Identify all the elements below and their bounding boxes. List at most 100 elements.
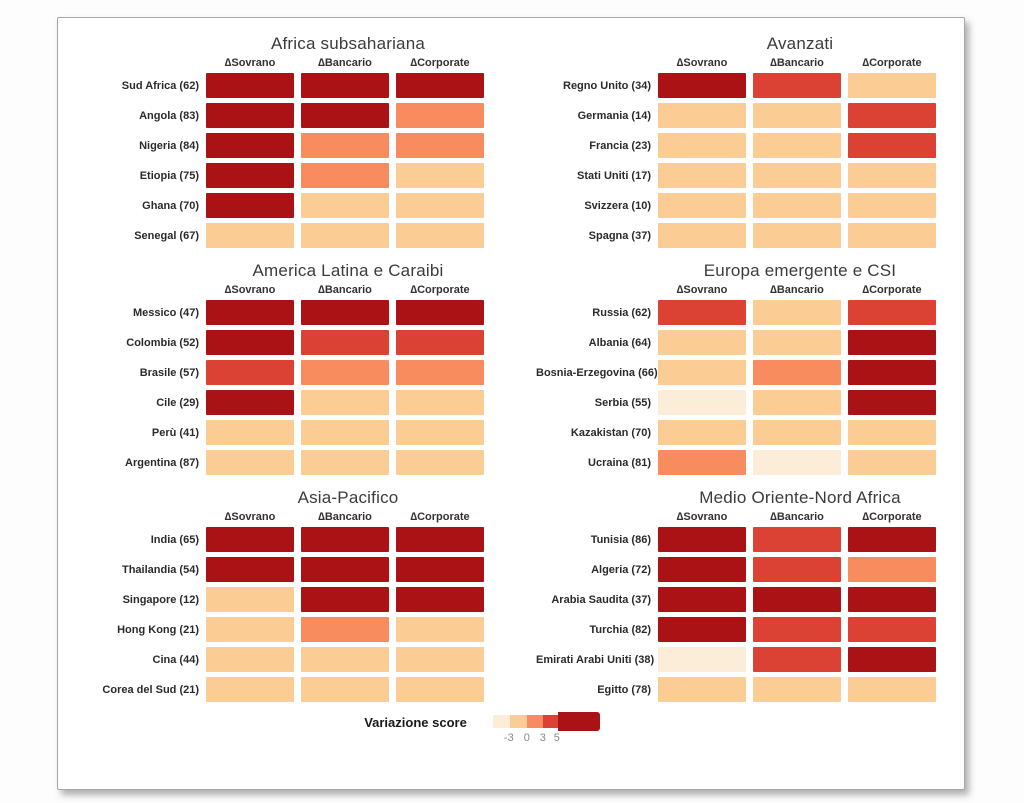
heatmap-cell (658, 300, 746, 325)
heatmap-cell (848, 330, 936, 355)
table-row: Russia (62) (536, 300, 942, 325)
heatmap-cell (301, 193, 389, 218)
heatmap-cell (206, 677, 294, 702)
column-headers: ∆Sovrano ∆Bancario ∆Corporate (206, 57, 490, 73)
legend: Variazione score -3 0 3 5 (84, 711, 940, 747)
column-header: ∆Bancario (770, 57, 824, 69)
heatmap-cell (658, 163, 746, 188)
heatmap-cell (753, 360, 841, 385)
heatmap-cell (396, 133, 484, 158)
heatmap-cell (848, 193, 936, 218)
heatmap-cell (658, 677, 746, 702)
row-label: Emirati Arabi Uniti (38) (536, 653, 655, 666)
row-label: Albania (64) (588, 336, 651, 349)
heatmap-cell (658, 647, 746, 672)
heatmap-cell (848, 133, 936, 158)
column-header: ∆Bancario (318, 57, 372, 69)
table-row: Emirati Arabi Uniti (38) (536, 647, 942, 672)
heatmap-cell (658, 193, 746, 218)
row-label: Thailandia (54) (121, 563, 199, 576)
heatmap-panel: America Latina e Caraibi ∆Sovrano ∆Bancar… (84, 261, 490, 475)
column-header: ∆Corporate (862, 284, 922, 296)
legend-color-bar (492, 711, 600, 732)
heatmap-cell (658, 420, 746, 445)
row-label: Cina (44) (152, 653, 199, 666)
heatmap-cell (301, 390, 389, 415)
heatmap-cell (753, 617, 841, 642)
heatmap-cell (301, 557, 389, 582)
heatmap-cell (206, 587, 294, 612)
row-label: Colombia (52) (126, 336, 199, 349)
heatmap-cell (206, 73, 294, 98)
heatmap-cell (848, 223, 936, 248)
heatmap-cell (206, 330, 294, 355)
table-row: Francia (23) (536, 133, 942, 158)
column-header: ∆Bancario (318, 511, 372, 523)
column-headers: ∆Sovrano ∆Bancario ∆Corporate (206, 511, 490, 527)
figure-sheet: Africa subsahariana ∆Sovrano ∆Bancario ∆Co… (57, 17, 965, 790)
panel-title: Asia-Pacifico (297, 488, 399, 507)
heatmap-cell (753, 420, 841, 445)
legend-segment (526, 715, 543, 728)
heatmap-cell (753, 450, 841, 475)
row-label: Ghana (70) (142, 199, 199, 212)
heatmap-cell (206, 103, 294, 128)
row-label: Svizzera (10) (584, 199, 651, 212)
heatmap-cell (753, 163, 841, 188)
heatmap-cell (396, 330, 484, 355)
heatmap-cell (396, 103, 484, 128)
table-row: Arabia Saudita (37) (536, 587, 942, 612)
panels-grid: Africa subsahariana ∆Sovrano ∆Bancario ∆Co… (84, 34, 940, 702)
row-label: Hong Kong (21) (117, 623, 199, 636)
table-row: Angola (83) (84, 103, 490, 128)
column-header: ∆Sovrano (676, 511, 728, 523)
panel-title: Medio Oriente-Nord Africa (699, 488, 901, 507)
row-label: Sud Africa (62) (121, 79, 199, 92)
heatmap-cell (658, 73, 746, 98)
panel-title: Avanzati (766, 34, 834, 53)
heatmap-cell (753, 193, 841, 218)
heatmap-cell (301, 617, 389, 642)
table-row: Egitto (78) (536, 677, 942, 702)
heatmap-cell (658, 360, 746, 385)
table-row: Brasile (57) (84, 360, 490, 385)
panel-body: Messico (47) Colombia (52) Brasile (57) Cil… (84, 300, 490, 475)
table-row: Hong Kong (21) (84, 617, 490, 642)
heatmap-cell (753, 587, 841, 612)
heatmap-cell (658, 557, 746, 582)
heatmap-cell (848, 360, 936, 385)
heatmap-cell (301, 677, 389, 702)
heatmap-cell (848, 527, 936, 552)
heatmap-cell (206, 420, 294, 445)
heatmap-cell (396, 73, 484, 98)
heatmap-panel: Medio Oriente-Nord Africa ∆Sovrano ∆Banca… (536, 488, 942, 702)
panel-body: Sud Africa (62) Angola (83) Nigeria (84) Et… (84, 73, 490, 248)
heatmap-cell (753, 390, 841, 415)
heatmap-cell (301, 420, 389, 445)
column-header: ∆Bancario (770, 511, 824, 523)
row-label: Singapore (12) (122, 593, 199, 606)
heatmap-cell (301, 133, 389, 158)
row-label: Messico (47) (132, 306, 199, 319)
table-row: Perù (41) (84, 420, 490, 445)
table-row: Svizzera (10) (536, 193, 942, 218)
heatmap-cell (301, 300, 389, 325)
heatmap-cell (396, 557, 484, 582)
table-row: Etiopia (75) (84, 163, 490, 188)
panel-title: Europa emergente e CSI (703, 261, 897, 280)
heatmap-cell (658, 617, 746, 642)
heatmap-cell (396, 647, 484, 672)
heatmap-cell (206, 133, 294, 158)
heatmap-cell (301, 163, 389, 188)
column-header: ∆Corporate (862, 57, 922, 69)
heatmap-cell (206, 193, 294, 218)
row-label: Cile (29) (156, 396, 199, 409)
heatmap-cell (396, 677, 484, 702)
heatmap-panel: Asia-Pacifico ∆Sovrano ∆Bancario ∆Corporat… (84, 488, 490, 702)
table-row: Kazakistan (70) (536, 420, 942, 445)
heatmap-panel: Africa subsahariana ∆Sovrano ∆Bancario ∆Co… (84, 34, 490, 248)
table-row: Corea del Sud (21) (84, 677, 490, 702)
heatmap-cell (753, 223, 841, 248)
heatmap-cell (848, 163, 936, 188)
heatmap-cell (848, 390, 936, 415)
